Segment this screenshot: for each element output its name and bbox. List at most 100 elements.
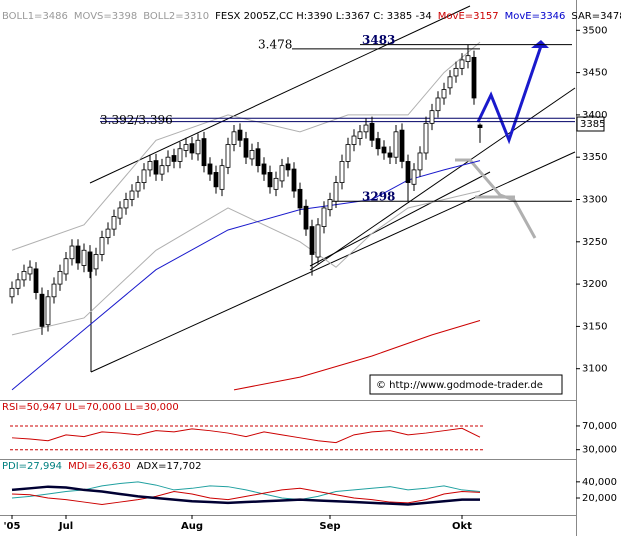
candle-body [327, 199, 333, 211]
x-tick-label: Jul [58, 521, 73, 532]
candle-body [135, 182, 141, 192]
candle-body [303, 205, 309, 230]
header-text: MovE=3346 [505, 11, 566, 22]
header-text: RSI=50,947 UL=70,000 LL=30,000 [2, 402, 179, 413]
level-label: 3.478 [258, 37, 292, 51]
x-tick-label: Sep [319, 521, 340, 532]
y-tick-label: 3400 [582, 110, 607, 121]
candle-body [201, 138, 207, 167]
candle-body [357, 131, 363, 139]
candle-body [129, 190, 135, 200]
candle-body [285, 163, 291, 171]
arrow-head [531, 40, 549, 48]
candle-body [297, 188, 303, 209]
header-text: ADX=17,702 [137, 461, 202, 472]
line-series [11, 485, 480, 506]
candle-body [459, 59, 465, 69]
candle-body [315, 224, 321, 258]
copyright-box [369, 374, 563, 395]
candle-body [231, 131, 237, 145]
candle-body [333, 182, 339, 202]
candle-body [249, 150, 255, 160]
candle-body [153, 160, 159, 175]
candle-body [117, 207, 123, 219]
y-tick-label: 3300 [582, 195, 607, 206]
line-series [11, 427, 481, 444]
header-text: FESX 2005Z,CC H:3390 L:3367 C: 3385 -34 [215, 11, 432, 22]
candle-body [429, 110, 435, 124]
candle-body [441, 89, 447, 99]
y-tick-label: 3450 [582, 68, 607, 79]
candle-body [381, 146, 387, 154]
candle-body [363, 124, 369, 133]
channel-line [89, 5, 471, 184]
header-text: BOLL2=3310 [143, 11, 209, 22]
candle-body [99, 237, 105, 255]
candle-body [405, 161, 411, 183]
candle-body [273, 177, 279, 190]
x-tick-label: '05 [4, 521, 21, 532]
candle-body [51, 283, 57, 298]
y-tick-label: 3250 [582, 237, 607, 248]
candle-body [81, 249, 87, 266]
candle-body [225, 144, 231, 168]
candle-body [339, 161, 345, 183]
candle-body [189, 143, 195, 154]
candle-body [213, 172, 219, 188]
candle-body [177, 148, 183, 162]
candle-body [345, 144, 351, 162]
candle-body [411, 169, 417, 185]
candle-body [45, 296, 51, 326]
candle-body [471, 56, 477, 99]
candle-body [63, 258, 69, 275]
y-tick-label: 3100 [582, 364, 607, 375]
header-text: MDI=26,630 [68, 461, 131, 472]
line-series [11, 160, 481, 391]
candle-body [9, 287, 15, 298]
y-tick-label: 20,000 [582, 493, 617, 504]
candle-body [387, 152, 393, 158]
candle-body [21, 271, 27, 281]
header-text: SAR=3478 [571, 11, 621, 22]
candle-body [477, 124, 483, 128]
candle-body [171, 155, 177, 162]
level-label: 3483 [362, 33, 395, 47]
candle-body [423, 122, 429, 154]
candle-body [87, 251, 93, 272]
candle-body [267, 172, 273, 188]
candle-body [15, 279, 21, 289]
header-text: MOVS=3398 [74, 11, 137, 22]
candle-body [69, 245, 75, 260]
candle-body [255, 148, 261, 167]
candle-body [33, 268, 39, 293]
last-price: 3385 [580, 119, 605, 130]
y-tick-label: 3500 [582, 25, 607, 36]
header-text: BOLL1=3486 [2, 11, 68, 22]
candle-body [165, 156, 171, 167]
candle-body [27, 266, 33, 275]
candle-body [75, 245, 81, 264]
y-tick-label: 3150 [582, 321, 607, 332]
candle-body [57, 271, 63, 285]
candle-body [141, 169, 147, 183]
y-tick-label: 3200 [582, 279, 607, 290]
level-label: 3298 [362, 190, 395, 204]
line-series [233, 319, 481, 391]
candle-body [291, 168, 297, 192]
candle-body [435, 97, 441, 112]
forecast-path [455, 158, 537, 239]
candle-body [399, 129, 405, 162]
candle-body [279, 165, 285, 182]
x-tick-label: Aug [181, 521, 203, 532]
header-text: PDI=27,994 [2, 461, 62, 472]
line-series [11, 41, 481, 251]
candle-body [417, 152, 423, 171]
candle-body [453, 67, 459, 77]
candle-body [261, 163, 267, 175]
candle-body [123, 199, 129, 209]
candle-body [93, 254, 99, 270]
candle-body [219, 165, 225, 190]
channel-line [309, 171, 491, 267]
candle-body [321, 207, 327, 227]
forecast-arrow [476, 45, 543, 145]
